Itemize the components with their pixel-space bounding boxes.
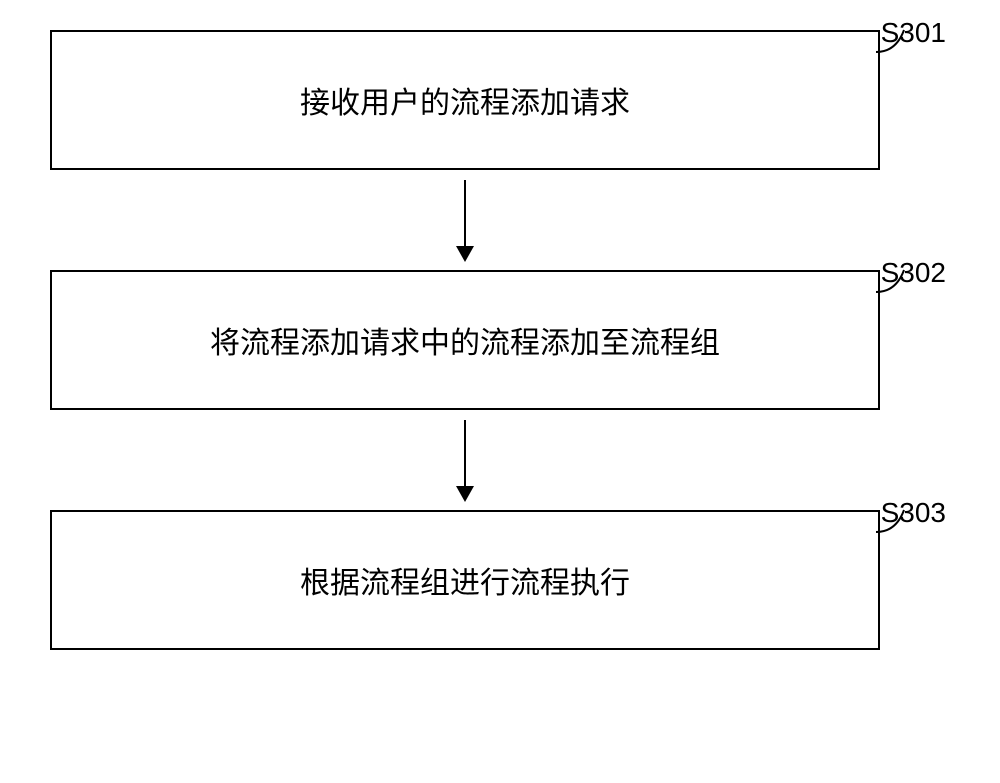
arrow-head-1	[456, 246, 474, 262]
arrow-line-2	[464, 420, 466, 500]
arrow-1	[50, 170, 880, 270]
step-text-2: 将流程添加请求中的流程添加至流程组	[210, 318, 720, 362]
step-box-3: S303 根据流程组进行流程执行	[50, 510, 880, 650]
step-box-2: S302 将流程添加请求中的流程添加至流程组	[50, 270, 880, 410]
step-text-1: 接收用户的流程添加请求	[300, 78, 630, 122]
step-box-1: S301 接收用户的流程添加请求	[50, 30, 880, 170]
step-label-1: S301	[881, 17, 946, 49]
flowchart-container: S301 接收用户的流程添加请求 S302 将流程添加请求中的流程添加至流程组 …	[50, 30, 950, 650]
step-label-2: S302	[881, 257, 946, 289]
arrow-2	[50, 410, 880, 510]
step-text-3: 根据流程组进行流程执行	[300, 558, 630, 602]
arrow-head-2	[456, 486, 474, 502]
step-label-3: S303	[881, 497, 946, 529]
arrow-line-1	[464, 180, 466, 260]
